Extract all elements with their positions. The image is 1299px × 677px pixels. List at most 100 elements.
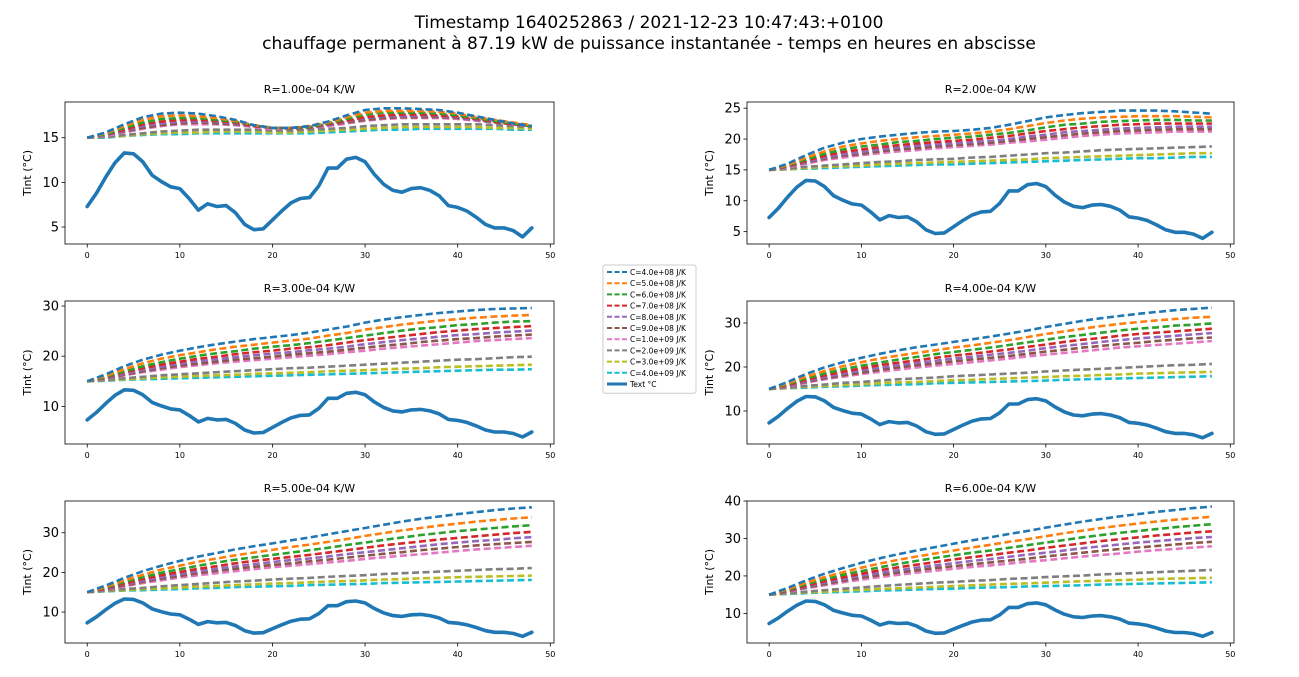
y-tick-label: 10: [42, 400, 59, 415]
x-tick-label: 30: [360, 251, 370, 260]
y-axis-label: Tint (°C): [21, 549, 34, 596]
series-line: [768, 327, 1212, 391]
axes-frame: [64, 500, 555, 644]
text-temperature-line: [85, 597, 534, 639]
y-axis-label: Tint (°C): [703, 150, 716, 197]
series-line: [87, 355, 532, 383]
legend-label: C=6.0e+08 J/K: [630, 290, 687, 299]
x-tick-label: 50: [1225, 451, 1235, 460]
series-line: [769, 576, 1212, 596]
text-temperature-line: [85, 387, 534, 439]
x-tick-label: 10: [856, 251, 866, 260]
series-line: [86, 107, 532, 139]
axes-frame: [746, 300, 1235, 445]
series-line: [768, 530, 1212, 596]
series-line: [768, 568, 1212, 596]
x-tick-label: 0: [85, 251, 90, 260]
axes-frame: [64, 300, 555, 445]
series-line: [87, 363, 532, 383]
series-line: [768, 118, 1212, 172]
series-line: [769, 151, 1212, 172]
series-line: [87, 336, 532, 383]
series-line: [768, 336, 1212, 391]
y-tick-label: 25: [724, 102, 741, 117]
text-temperature-line: [767, 394, 1214, 440]
series-line: [768, 114, 1212, 172]
series-line: [86, 324, 532, 383]
y-tick-label: 30: [42, 526, 59, 541]
subplot-3: R=3.00e-04 K/W Tint (°C) 0 10 20 30 40 50 10 20 30: [21, 282, 555, 460]
y-tick-label: 20: [724, 361, 741, 376]
x-tick-label: 40: [1133, 451, 1143, 460]
series-line: [768, 515, 1213, 596]
series-line: [769, 374, 1212, 391]
text-temperature-line: [85, 151, 534, 239]
x-tick-label: 10: [175, 451, 185, 460]
series-line: [87, 125, 532, 139]
x-tick-label: 30: [360, 650, 370, 659]
x-tick-label: 20: [267, 251, 277, 260]
subplot-5: R=5.00e-04 K/W Tint (°C) 0 10 20 30 40 50 10 20 30: [21, 482, 555, 659]
x-tick-label: 10: [856, 650, 866, 659]
subplot-title: R=2.00e-04 K/W: [945, 83, 1037, 96]
y-tick-label: 30: [42, 300, 59, 315]
y-tick-label: 30: [724, 317, 741, 332]
y-tick-label: 10: [42, 606, 59, 621]
x-tick-label: 30: [360, 451, 370, 460]
series-line: [87, 123, 532, 139]
axes-frame: [64, 101, 555, 245]
x-tick-label: 0: [767, 451, 772, 460]
series-line: [768, 315, 1212, 391]
x-tick-label: 30: [1041, 251, 1051, 260]
series-line: [87, 566, 532, 594]
y-tick-label: 10: [724, 405, 741, 420]
y-axis-label: Tint (°C): [21, 150, 34, 197]
series-line: [769, 581, 1212, 596]
text-temperature-line: [767, 178, 1214, 241]
subplot-title: R=5.00e-04 K/W: [264, 482, 356, 495]
legend-label: Text °C: [629, 380, 657, 389]
x-tick-label: 50: [1225, 650, 1235, 659]
x-tick-label: 30: [1041, 451, 1051, 460]
series-line: [86, 506, 532, 594]
series-line: [768, 505, 1213, 596]
subplot-title: R=1.00e-04 K/W: [264, 83, 356, 96]
x-tick-label: 0: [85, 650, 90, 659]
series-line: [768, 535, 1212, 596]
subplot-2: R=2.00e-04 K/W Tint (°C) 0 10 20 30 40 50 5 10 15 2…: [703, 83, 1235, 260]
y-tick-label: 10: [42, 176, 59, 191]
axes-frame: [746, 101, 1235, 245]
y-tick-label: 15: [42, 131, 59, 146]
x-tick-label: 40: [453, 451, 463, 460]
legend-label: C=1.0e+09 J/K: [630, 335, 687, 344]
series-line: [86, 540, 532, 594]
series-line: [87, 367, 532, 383]
series-line: [768, 125, 1212, 172]
x-tick-label: 10: [175, 650, 185, 659]
y-axis-label: Tint (°C): [703, 549, 716, 596]
x-tick-label: 40: [453, 650, 463, 659]
y-tick-label: 30: [724, 532, 741, 547]
x-tick-label: 50: [545, 251, 555, 260]
series-line: [769, 362, 1212, 391]
series-line: [86, 333, 532, 383]
series-line: [768, 540, 1212, 596]
y-tick-label: 20: [724, 133, 741, 148]
series-line: [86, 319, 532, 383]
y-tick-label: 10: [724, 194, 741, 209]
legend-label: C=4.0e+08 J/K: [630, 268, 687, 277]
legend-label: C=9.0e+08 J/K: [630, 324, 687, 333]
legend-label: C=4.0e+09 J/K: [630, 369, 687, 378]
series-line: [769, 145, 1212, 172]
series-line: [768, 522, 1213, 596]
x-tick-label: 0: [767, 251, 772, 260]
legend: C=4.0e+08 J/K C=5.0e+08 J/K C=6.0e+08 J/K C…: [602, 264, 697, 394]
x-tick-label: 40: [1133, 251, 1143, 260]
y-tick-label: 40: [724, 495, 741, 510]
series-line: [86, 109, 532, 139]
series-line: [86, 535, 532, 594]
y-axis-label: Tint (°C): [21, 350, 34, 397]
x-tick-label: 20: [267, 650, 277, 659]
y-axis-label: Tint (°C): [703, 350, 716, 397]
